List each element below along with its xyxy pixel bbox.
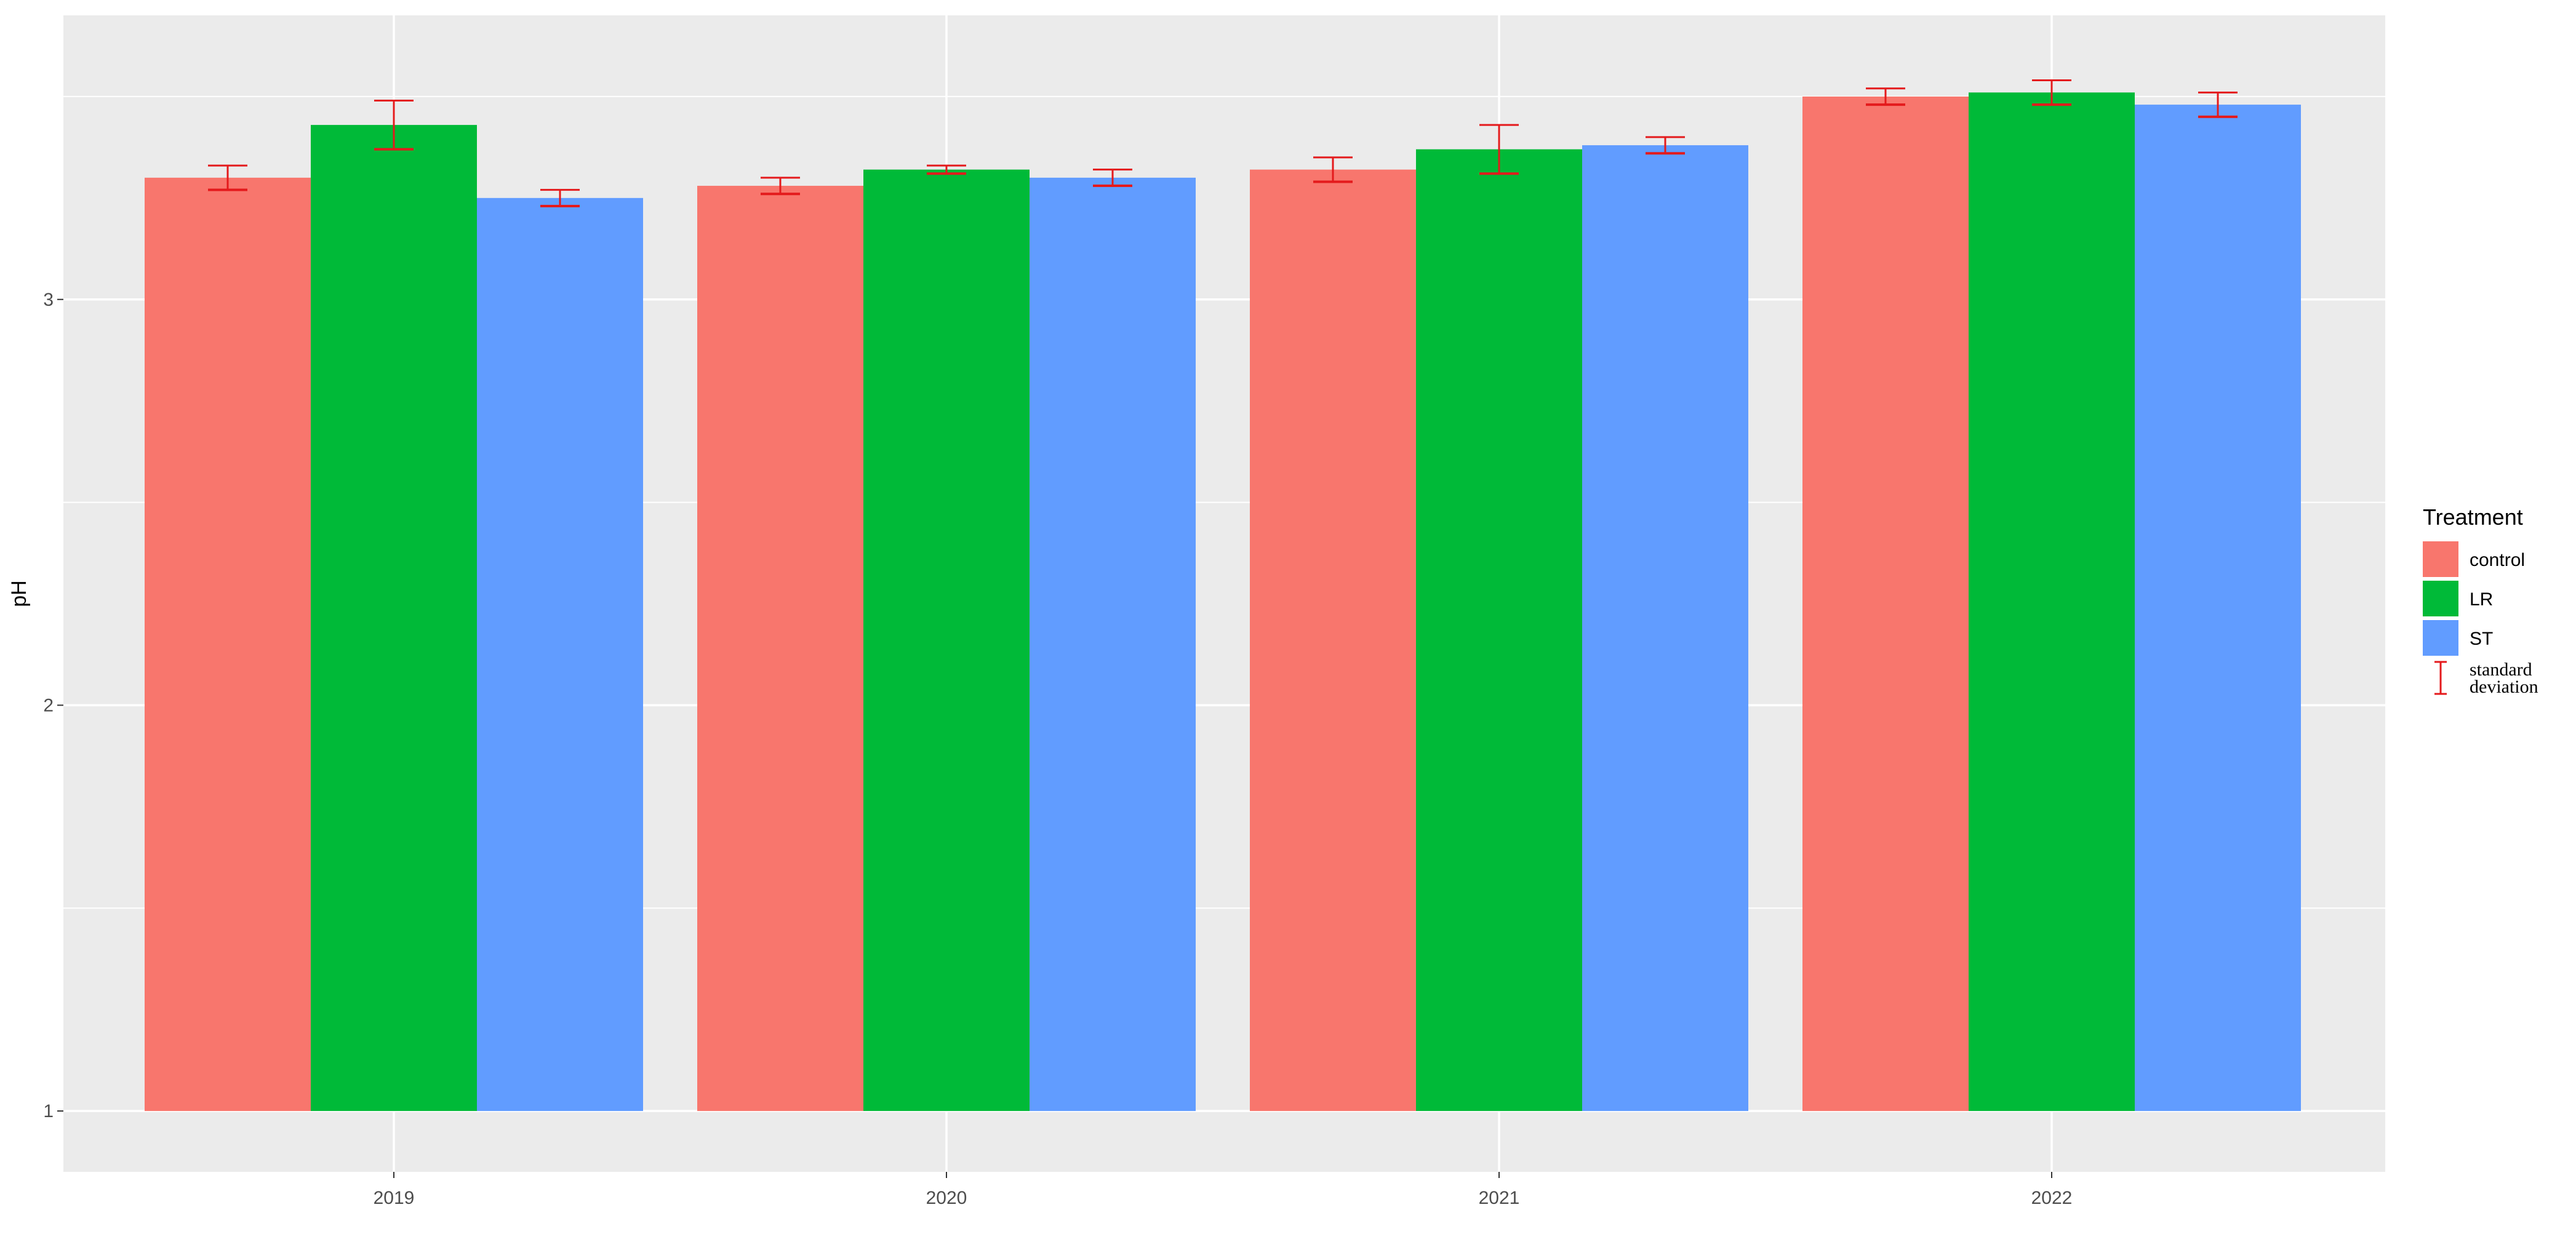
bar-LR-2020 xyxy=(863,169,1030,1112)
x-tick-label: 2022 xyxy=(2031,1188,2073,1208)
bar-LR-2019 xyxy=(311,125,477,1112)
x-tick-label: 2021 xyxy=(1479,1188,1520,1208)
y-axis-title: pH xyxy=(7,580,31,607)
axes: pH 2019 2020 2021 2022 1 2 3 xyxy=(7,290,2072,1208)
legend-label-LR: LR xyxy=(2470,589,2493,610)
y-tick-label: 1 xyxy=(43,1101,54,1121)
legend-key-ST xyxy=(2423,620,2458,656)
bars xyxy=(145,92,2301,1112)
x-tick-label: 2020 xyxy=(926,1188,967,1208)
bar-ST-2020 xyxy=(1030,177,1196,1112)
bar-control-2019 xyxy=(145,177,311,1112)
bar-control-2020 xyxy=(697,186,863,1112)
error-bars xyxy=(208,79,2238,208)
legend-key-control xyxy=(2423,541,2458,577)
bar-control-2021 xyxy=(1250,169,1416,1112)
y-tick-label: 3 xyxy=(43,290,54,310)
bar-LR-2021 xyxy=(1416,149,1582,1112)
legend-title: Treatment xyxy=(2423,504,2523,530)
bar-ST-2021 xyxy=(1582,145,1748,1112)
y-tick-label: 2 xyxy=(43,695,54,715)
bar-control-2022 xyxy=(1802,96,1969,1112)
bar-ST-2019 xyxy=(477,197,643,1112)
legend-label-sd-line1: standard xyxy=(2470,659,2532,680)
legend-label-control: control xyxy=(2470,550,2525,570)
bar-ST-2022 xyxy=(2135,105,2301,1112)
bar-LR-2022 xyxy=(1969,92,2135,1112)
legend-label-sd-line2: deviation xyxy=(2470,677,2538,697)
x-tick-label: 2019 xyxy=(374,1188,415,1208)
legend-key-LR xyxy=(2423,581,2458,616)
legend-label-ST: ST xyxy=(2470,629,2493,649)
